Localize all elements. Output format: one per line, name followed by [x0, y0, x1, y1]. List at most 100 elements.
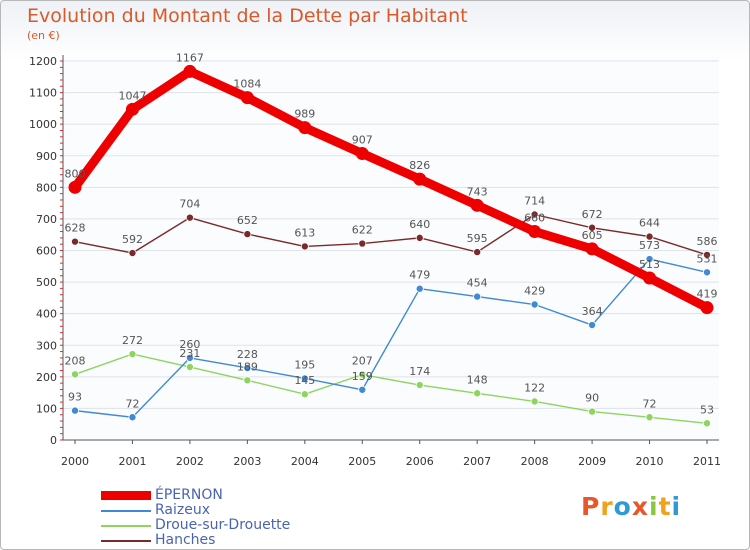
data-point — [71, 406, 80, 415]
data-label: 419 — [697, 288, 718, 301]
proxiti-logo: Proxiti — [581, 492, 681, 521]
legend-item: ÉPERNON — [101, 488, 290, 503]
data-point — [645, 413, 654, 422]
data-point — [128, 350, 137, 359]
data-label: 189 — [237, 360, 258, 373]
legend-label: ÉPERNON — [155, 487, 223, 503]
legend-swatch — [101, 491, 151, 500]
data-label: 595 — [467, 232, 488, 245]
data-point — [643, 271, 657, 285]
data-point — [415, 381, 424, 390]
data-label: 90 — [585, 392, 599, 405]
data-label: 573 — [639, 239, 660, 252]
legend-item: Hanches — [101, 533, 290, 548]
data-label: 207 — [352, 355, 373, 368]
x-tick-label: 2011 — [693, 455, 721, 468]
data-label: 1084 — [233, 78, 261, 91]
data-point — [243, 230, 252, 239]
y-tick-label: 1200 — [29, 55, 57, 68]
y-tick-label: 400 — [36, 308, 57, 321]
data-point — [71, 370, 80, 379]
legend-label: Hanches — [155, 532, 216, 548]
series-line-Hanches — [74, 213, 708, 256]
logo-letter: r — [600, 492, 614, 521]
data-label: 145 — [294, 374, 315, 387]
data-point — [473, 389, 482, 398]
y-tick-label: 1000 — [29, 118, 57, 131]
series-line-ÉPERNON — [70, 66, 712, 313]
x-tick-label: 2006 — [406, 455, 434, 468]
legend-swatch — [101, 509, 151, 512]
data-label: 159 — [352, 370, 373, 383]
y-tick-label: 1100 — [29, 87, 57, 100]
data-label: 704 — [179, 198, 200, 211]
data-point — [700, 301, 714, 315]
data-point — [703, 419, 712, 428]
data-label: 72 — [125, 397, 139, 410]
y-tick-label: 900 — [36, 150, 57, 163]
data-point — [530, 210, 539, 219]
data-point — [300, 242, 309, 251]
logo-letter: i — [649, 492, 659, 521]
y-tick-label: 0 — [50, 434, 57, 447]
x-tick-label: 2002 — [176, 455, 204, 468]
data-point — [588, 223, 597, 232]
legend-label: Droue-sur-Drouette — [155, 517, 291, 533]
data-label: 660 — [524, 212, 545, 225]
data-label: 53 — [700, 403, 714, 416]
data-label: 260 — [179, 338, 200, 351]
series-line-Raizeux — [74, 258, 708, 418]
x-tick-label: 2005 — [348, 455, 376, 468]
data-point — [645, 255, 654, 264]
data-point — [128, 249, 137, 258]
data-label: 714 — [524, 194, 545, 207]
x-tick-label: 2008 — [521, 455, 549, 468]
data-point — [300, 390, 309, 399]
y-tick-label: 300 — [36, 339, 57, 352]
logo-letter: o — [613, 492, 632, 521]
data-point — [300, 374, 309, 383]
data-point — [473, 292, 482, 301]
data-point — [588, 407, 597, 416]
data-point — [68, 180, 82, 194]
logo-letter: t — [658, 492, 672, 521]
data-label: 989 — [294, 108, 315, 121]
data-point — [243, 363, 252, 372]
data-label: 1047 — [118, 89, 146, 102]
data-label: 208 — [65, 354, 86, 367]
plot-area — [63, 57, 719, 440]
data-label: 228 — [237, 348, 258, 361]
data-label: 429 — [524, 285, 545, 298]
data-label: 622 — [352, 224, 373, 237]
y-tick-label: 100 — [36, 402, 57, 415]
data-point — [585, 242, 599, 256]
x-tick-label: 2007 — [463, 455, 491, 468]
series-line-Droue-sur-Drouette — [74, 353, 708, 424]
data-label: 743 — [467, 185, 488, 198]
data-point — [530, 300, 539, 309]
legend-item: Droue-sur-Drouette — [101, 518, 290, 533]
data-point — [703, 250, 712, 259]
legend-item: Raizeux — [101, 503, 290, 518]
data-point — [71, 237, 80, 246]
legend-swatch — [101, 524, 151, 527]
data-label: 586 — [697, 235, 718, 248]
data-point — [358, 370, 367, 379]
data-label: 605 — [582, 229, 603, 242]
data-point — [645, 232, 654, 241]
data-label: 148 — [467, 373, 488, 386]
data-label: 1167 — [176, 51, 204, 64]
data-point — [530, 397, 539, 406]
data-label: 628 — [65, 222, 86, 235]
data-point — [358, 239, 367, 248]
y-tick-label: 200 — [36, 371, 57, 384]
data-label: 613 — [294, 226, 315, 239]
data-label: 644 — [639, 217, 660, 230]
data-point — [183, 64, 197, 78]
data-point — [298, 121, 312, 135]
legend-swatch — [101, 539, 151, 542]
data-label: 195 — [294, 358, 315, 371]
data-point — [358, 385, 367, 394]
